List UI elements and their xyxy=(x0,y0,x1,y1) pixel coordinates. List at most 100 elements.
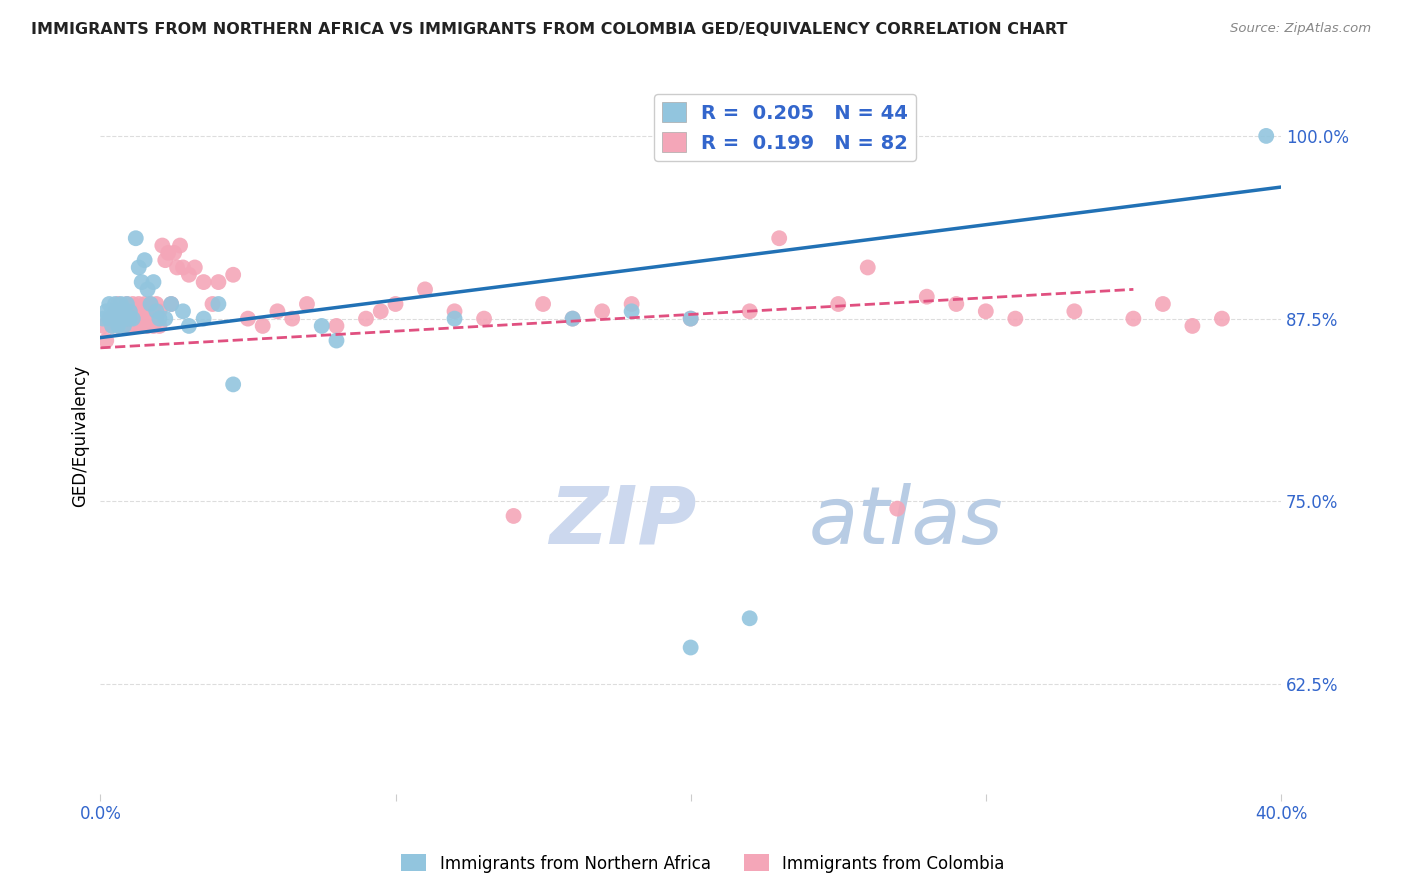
Point xyxy=(531,297,554,311)
Point xyxy=(112,318,135,333)
Point xyxy=(101,318,124,333)
Point xyxy=(101,304,124,318)
Point xyxy=(163,245,186,260)
Point xyxy=(134,297,156,311)
Point xyxy=(472,311,495,326)
Point xyxy=(974,304,997,318)
Point xyxy=(115,311,138,326)
Point xyxy=(370,304,392,318)
Text: atlas: atlas xyxy=(808,483,1004,560)
Point xyxy=(110,311,132,326)
Point xyxy=(107,304,129,318)
Point xyxy=(121,311,143,326)
Point xyxy=(561,311,583,326)
Point xyxy=(193,275,215,289)
Text: Source: ZipAtlas.com: Source: ZipAtlas.com xyxy=(1230,22,1371,36)
Point xyxy=(177,268,200,282)
Point xyxy=(413,282,436,296)
Point xyxy=(679,311,702,326)
Point xyxy=(354,311,377,326)
Point xyxy=(125,318,148,333)
Point xyxy=(222,268,245,282)
Point xyxy=(184,260,207,275)
Point xyxy=(193,311,215,326)
Point xyxy=(98,297,121,311)
Point xyxy=(118,311,141,326)
Point xyxy=(207,275,229,289)
Point xyxy=(136,282,159,296)
Point xyxy=(155,311,177,326)
Point xyxy=(172,304,194,318)
Point xyxy=(1181,318,1204,333)
Point xyxy=(886,501,908,516)
Point xyxy=(679,311,702,326)
Point xyxy=(104,304,127,318)
Point xyxy=(115,297,138,311)
Point xyxy=(104,297,127,311)
Point xyxy=(915,290,938,304)
Point xyxy=(177,318,200,333)
Point xyxy=(222,377,245,392)
Point xyxy=(104,311,127,326)
Point xyxy=(134,253,156,268)
Point xyxy=(112,311,135,326)
Point xyxy=(115,311,138,326)
Point xyxy=(502,508,524,523)
Point xyxy=(118,304,141,318)
Point xyxy=(172,260,194,275)
Point xyxy=(1122,311,1144,326)
Point xyxy=(160,297,183,311)
Point xyxy=(1211,311,1233,326)
Point xyxy=(101,318,124,333)
Point xyxy=(679,640,702,655)
Point xyxy=(160,297,183,311)
Point xyxy=(157,245,180,260)
Point xyxy=(620,297,643,311)
Point xyxy=(145,304,167,318)
Point xyxy=(325,334,347,348)
Point xyxy=(107,297,129,311)
Point xyxy=(128,260,150,275)
Point xyxy=(110,304,132,318)
Point xyxy=(145,311,167,326)
Point xyxy=(134,311,156,326)
Legend: Immigrants from Northern Africa, Immigrants from Colombia: Immigrants from Northern Africa, Immigra… xyxy=(395,847,1011,880)
Point xyxy=(561,311,583,326)
Point xyxy=(738,611,761,625)
Point xyxy=(131,304,153,318)
Point xyxy=(856,260,879,275)
Point xyxy=(738,304,761,318)
Point xyxy=(166,260,188,275)
Point xyxy=(110,297,132,311)
Point xyxy=(142,318,165,333)
Point xyxy=(128,297,150,311)
Point xyxy=(201,297,224,311)
Point xyxy=(136,318,159,333)
Point xyxy=(591,304,613,318)
Point xyxy=(115,297,138,311)
Point xyxy=(443,304,465,318)
Point xyxy=(91,318,114,333)
Point xyxy=(118,318,141,333)
Point xyxy=(443,311,465,326)
Point xyxy=(142,304,165,318)
Point xyxy=(1004,311,1026,326)
Point xyxy=(139,297,162,311)
Point xyxy=(96,334,118,348)
Point xyxy=(91,311,114,326)
Point xyxy=(169,238,191,252)
Point xyxy=(110,311,132,326)
Point xyxy=(945,297,967,311)
Point xyxy=(112,318,135,333)
Point xyxy=(139,297,162,311)
Point xyxy=(148,304,170,318)
Point xyxy=(112,304,135,318)
Point xyxy=(139,311,162,326)
Y-axis label: GED/Equivalency: GED/Equivalency xyxy=(72,365,89,507)
Point xyxy=(150,238,173,252)
Point xyxy=(266,304,288,318)
Point xyxy=(281,311,304,326)
Point xyxy=(131,318,153,333)
Point xyxy=(252,318,274,333)
Point xyxy=(98,311,121,326)
